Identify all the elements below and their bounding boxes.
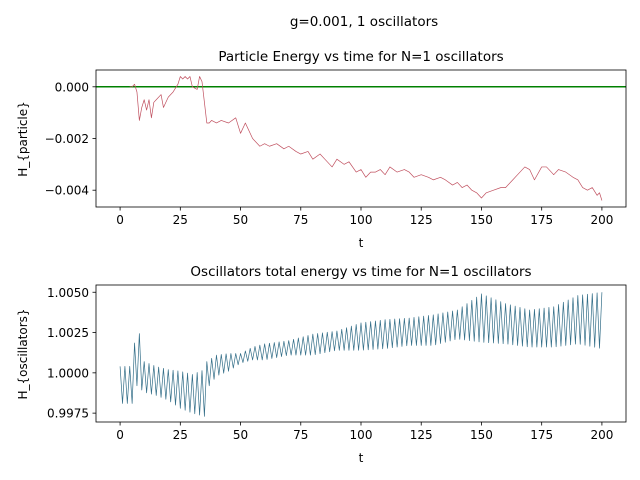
oscillators-energy-xtick-label: 25 [173, 428, 188, 442]
oscillators-energy-xlabel: t [359, 451, 364, 465]
oscillators-energy-ytick-label: 1.0000 [47, 366, 89, 380]
particle-energy-xtick-label: 25 [173, 213, 188, 227]
oscillators-energy-y-ticks: 0.9975 1.0000 1.0025 1.0050 [47, 286, 96, 421]
oscillators-energy-xtick-label: 150 [470, 428, 493, 442]
oscillators-energy-xtick-label: 75 [293, 428, 308, 442]
particle-energy-title: Particle Energy vs time for N=1 oscillat… [218, 49, 503, 65]
particle-energy-ylabel: H_{particle} [16, 101, 30, 177]
particle-energy-xlabel: t [359, 236, 364, 250]
particle-energy-ytick-label: −0.002 [45, 132, 89, 146]
particle-energy-panel: Particle Energy vs time for N=1 oscillat… [16, 49, 627, 250]
oscillators-energy-xtick-label: 50 [233, 428, 248, 442]
oscillators-energy-xtick-label: 200 [590, 428, 613, 442]
particle-energy-xtick-label: 0 [116, 213, 124, 227]
oscillators-energy-ytick-label: 0.9975 [47, 407, 89, 421]
particle-energy-y-ticks: 0.000 −0.002 −0.004 [45, 80, 96, 198]
particle-energy-xtick-label: 50 [233, 213, 248, 227]
oscillators-energy-xtick-label: 0 [116, 428, 124, 442]
particle-energy-xtick-label: 175 [530, 213, 553, 227]
oscillators-energy-title: Oscillators total energy vs time for N=1… [190, 264, 531, 280]
oscillators-energy-x-ticks: 0 25 50 75 100 125 150 175 200 [116, 422, 613, 442]
oscillators-energy-xtick-label: 100 [350, 428, 373, 442]
particle-energy-xtick-label: 100 [350, 213, 373, 227]
oscillators-energy-xtick-label: 175 [530, 428, 553, 442]
oscillators-energy-ytick-label: 1.0050 [47, 286, 89, 300]
particle-energy-x-ticks: 0 25 50 75 100 125 150 175 200 [116, 207, 613, 227]
particle-energy-plot-area [96, 76, 626, 201]
particle-energy-axes-frame [95, 69, 627, 208]
oscillators-energy-series-line [119, 292, 603, 417]
oscillators-energy-ylabel: H_{oscillators} [16, 308, 30, 399]
particle-energy-xtick-label: 150 [470, 213, 493, 227]
particle-energy-xtick-label: 75 [293, 213, 308, 227]
oscillators-energy-xtick-label: 125 [410, 428, 433, 442]
oscillators-energy-plot-area [119, 292, 603, 417]
particle-energy-ytick-label: −0.004 [45, 184, 89, 198]
figure-suptitle: g=0.001, 1 oscillators [290, 14, 438, 30]
particle-energy-xtick-label: 200 [590, 213, 613, 227]
oscillators-energy-panel: Oscillators total energy vs time for N=1… [16, 264, 627, 465]
particle-energy-ytick-label: 0.000 [55, 80, 89, 94]
particle-energy-xtick-label: 125 [410, 213, 433, 227]
oscillators-energy-ytick-label: 1.0025 [47, 326, 89, 340]
particle-energy-series-line [129, 76, 603, 201]
